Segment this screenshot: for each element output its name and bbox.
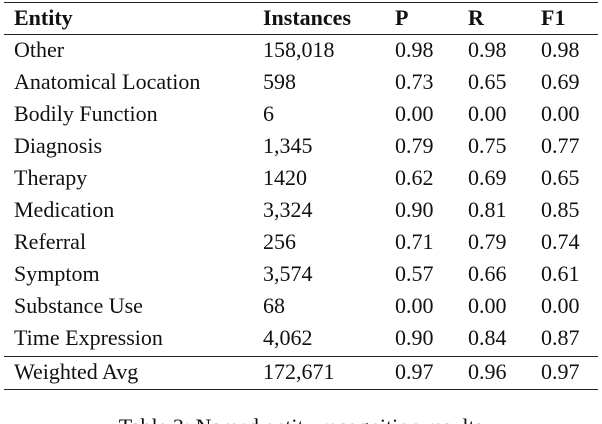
summary-recall: 0.96 <box>468 359 507 384</box>
row-f1: 0.61 <box>541 261 580 286</box>
row-entity: Other <box>14 37 65 62</box>
row-instances: 256 <box>263 229 296 254</box>
row-precision: 0.98 <box>395 37 434 62</box>
row-instances: 3,574 <box>263 261 313 286</box>
row-entity: Medication <box>14 197 115 222</box>
row-entity: Time Expression <box>14 325 163 350</box>
header-recall: R <box>468 5 484 30</box>
row-instances: 158,018 <box>263 37 335 62</box>
row-precision: 0.73 <box>395 69 434 94</box>
row-precision: 0.90 <box>395 197 434 222</box>
row-recall: 0.75 <box>468 133 507 158</box>
row-precision: 0.57 <box>395 261 434 286</box>
bottom-rule <box>4 389 598 390</box>
row-instances: 4,062 <box>263 325 313 350</box>
row-f1: 0.85 <box>541 197 580 222</box>
row-recall: 0.00 <box>468 101 507 126</box>
row-precision: 0.00 <box>395 293 434 318</box>
row-recall: 0.98 <box>468 37 507 62</box>
row-entity: Anatomical Location <box>14 69 201 94</box>
summary-f1: 0.97 <box>541 359 580 384</box>
row-entity: Therapy <box>14 165 88 190</box>
row-precision: 0.62 <box>395 165 434 190</box>
row-recall: 0.79 <box>468 229 507 254</box>
row-instances: 598 <box>263 69 296 94</box>
row-entity: Substance Use <box>14 293 143 318</box>
row-recall: 0.69 <box>468 165 507 190</box>
row-precision: 0.90 <box>395 325 434 350</box>
row-entity: Symptom <box>14 261 100 286</box>
row-instances: 1420 <box>263 165 307 190</box>
row-recall: 0.84 <box>468 325 507 350</box>
row-f1: 0.65 <box>541 165 580 190</box>
summary-rule <box>4 356 598 357</box>
table-caption: Table 3: Named entity recognition result… <box>0 414 602 424</box>
header-f1: F1 <box>541 5 566 30</box>
header-precision: P <box>395 5 409 30</box>
summary-entity: Weighted Avg <box>14 359 139 384</box>
row-precision: 0.00 <box>395 101 434 126</box>
row-recall: 0.00 <box>468 293 507 318</box>
row-f1: 0.00 <box>541 293 580 318</box>
row-entity: Diagnosis <box>14 133 102 158</box>
header-instances: Instances <box>263 5 352 30</box>
header-rule <box>4 34 598 35</box>
summary-precision: 0.97 <box>395 359 434 384</box>
row-recall: 0.66 <box>468 261 507 286</box>
row-f1: 0.87 <box>541 325 580 350</box>
top-rule <box>4 2 598 3</box>
row-instances: 3,324 <box>263 197 313 222</box>
row-f1: 0.00 <box>541 101 580 126</box>
row-precision: 0.79 <box>395 133 434 158</box>
row-entity: Bodily Function <box>14 101 158 126</box>
row-f1: 0.69 <box>541 69 580 94</box>
row-recall: 0.81 <box>468 197 507 222</box>
row-instances: 1,345 <box>263 133 313 158</box>
row-precision: 0.71 <box>395 229 434 254</box>
row-f1: 0.98 <box>541 37 580 62</box>
row-instances: 6 <box>263 101 274 126</box>
summary-instances: 172,671 <box>263 359 335 384</box>
row-instances: 68 <box>263 293 285 318</box>
row-entity: Referral <box>14 229 87 254</box>
row-f1: 0.77 <box>541 133 580 158</box>
header-entity: Entity <box>14 5 73 30</box>
row-f1: 0.74 <box>541 229 580 254</box>
row-recall: 0.65 <box>468 69 507 94</box>
